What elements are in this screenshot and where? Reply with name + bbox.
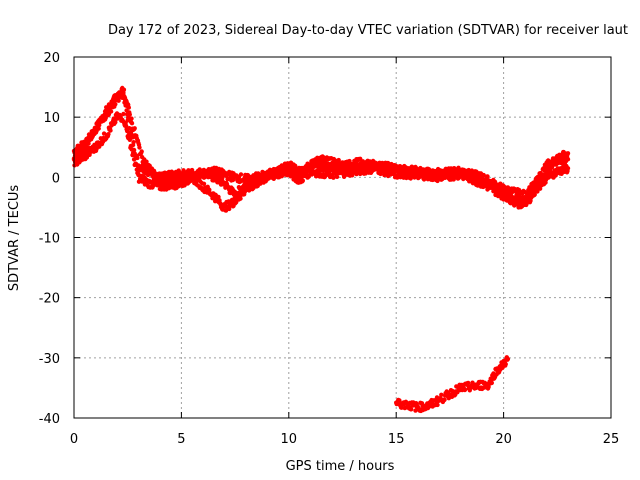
data-point: [125, 128, 130, 134]
data-point: [113, 120, 118, 125]
y-tick-label: -20: [39, 292, 60, 307]
data-point: [534, 188, 539, 193]
data-point: [397, 398, 402, 403]
data-point: [462, 387, 468, 393]
data-point: [216, 194, 221, 200]
data-point: [238, 172, 244, 177]
data-point: [131, 157, 137, 162]
data-point: [137, 145, 142, 150]
data-point: [121, 87, 127, 92]
data-point: [565, 166, 571, 171]
data-point: [505, 356, 511, 362]
data-point: [96, 126, 101, 131]
x-tick-label: 25: [603, 432, 620, 447]
data-point: [435, 402, 440, 408]
data-point: [477, 174, 483, 179]
data-point: [340, 160, 345, 165]
data-point: [201, 181, 207, 186]
data-point: [493, 189, 498, 195]
x-tick-label: 0: [70, 432, 78, 447]
data-points: [71, 85, 571, 414]
data-point: [532, 192, 537, 197]
data-point: [108, 109, 114, 114]
data-point: [106, 132, 111, 137]
data-point: [121, 111, 126, 117]
x-tick-label: 15: [388, 432, 405, 447]
data-point: [238, 196, 243, 201]
data-point: [127, 137, 132, 142]
data-point: [90, 134, 95, 140]
data-point: [503, 361, 508, 367]
data-point: [481, 172, 486, 178]
data-point: [129, 147, 135, 152]
data-point: [129, 121, 135, 126]
data-point: [331, 175, 336, 180]
y-tick-label: 20: [43, 51, 60, 66]
x-axis-label: GPS time / hours: [286, 459, 395, 474]
data-point: [489, 380, 494, 386]
data-point: [399, 405, 404, 410]
chart-title: Day 172 of 2023, Sidereal Day-to-day VTE…: [108, 23, 628, 38]
data-point: [300, 178, 305, 183]
data-point: [485, 174, 490, 179]
data-point: [442, 397, 447, 402]
x-tick-label: 10: [281, 432, 298, 447]
y-tick-label: 0: [52, 171, 60, 186]
data-point: [126, 105, 131, 110]
data-point: [123, 123, 129, 128]
data-point: [466, 380, 471, 386]
data-point: [149, 166, 155, 171]
y-tick-labels: -40 -30 -20 -10 0 10 20: [39, 51, 60, 427]
axis-ticks: [73, 56, 612, 419]
data-point: [132, 126, 137, 131]
data-point: [134, 167, 139, 172]
x-tick-labels: 0 5 10 15 20 25: [70, 432, 619, 447]
y-tick-label: -40: [39, 412, 60, 427]
data-point: [312, 164, 317, 169]
data-point: [108, 128, 113, 133]
data-point: [160, 174, 165, 180]
y-tick-label: -30: [39, 352, 60, 367]
data-point: [272, 167, 277, 172]
data-point: [93, 130, 99, 135]
y-axis-label: SDTVAR / TECUs: [7, 185, 22, 292]
data-point: [127, 133, 132, 138]
x-tick-label: 20: [495, 432, 512, 447]
x-tick-label: 5: [177, 432, 185, 447]
y-tick-label: -10: [39, 232, 60, 247]
data-point: [79, 145, 85, 151]
data-point: [131, 140, 136, 145]
data-point: [129, 116, 134, 121]
data-point: [207, 187, 212, 192]
plot-area: [74, 57, 611, 418]
grid-lines: [74, 57, 611, 418]
data-point: [127, 112, 132, 117]
data-point: [413, 408, 418, 413]
data-point: [336, 157, 341, 163]
data-point: [116, 98, 121, 103]
data-point: [134, 162, 139, 167]
data-point: [139, 149, 144, 154]
data-point: [201, 168, 206, 173]
data-point: [135, 155, 140, 161]
data-point: [439, 392, 444, 397]
data-point: [409, 407, 414, 412]
data-point: [113, 102, 118, 107]
data-point: [144, 159, 149, 164]
data-point: [334, 174, 340, 179]
data-point: [544, 170, 550, 176]
y-tick-label: 10: [43, 111, 60, 126]
data-point: [131, 151, 136, 156]
data-point: [565, 151, 571, 156]
